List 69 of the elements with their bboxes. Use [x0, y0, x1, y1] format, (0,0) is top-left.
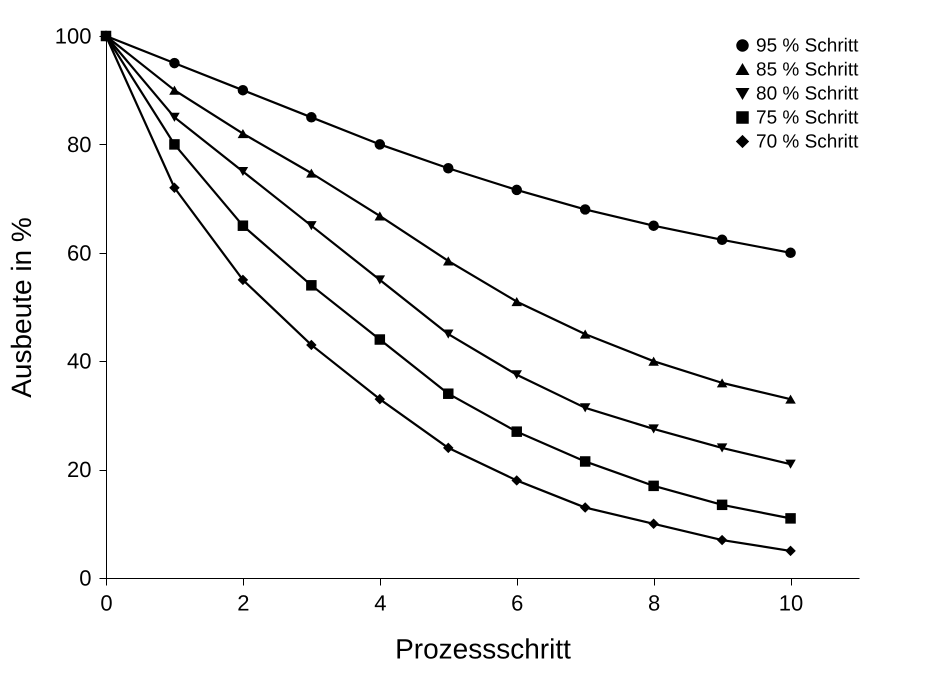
- y-tick-label: 80: [67, 132, 92, 157]
- point: [785, 394, 796, 404]
- point: [648, 220, 659, 231]
- point: [443, 163, 454, 174]
- point: [238, 274, 248, 286]
- point: [306, 112, 317, 123]
- point: [169, 139, 180, 150]
- legend-label: 70 % Schritt: [756, 132, 860, 152]
- point: [169, 86, 180, 95]
- point: [580, 502, 590, 513]
- y-tick-label: 20: [67, 457, 92, 482]
- point: [374, 275, 386, 284]
- point: [238, 84, 248, 96]
- point: [443, 256, 454, 266]
- point: [785, 460, 796, 469]
- point: [716, 534, 728, 546]
- point: [716, 234, 728, 246]
- x-tick-label: 6: [511, 590, 524, 616]
- x-tick-label: 10: [778, 590, 804, 616]
- y-tick-label: 100: [54, 24, 92, 48]
- y-tick-label: 0: [79, 566, 92, 590]
- legend-label: 80 % Schritt: [756, 84, 860, 104]
- point: [169, 182, 180, 194]
- legend-label: 85 % Schritt: [756, 60, 860, 80]
- point: [374, 139, 386, 150]
- point: [306, 340, 317, 350]
- legend-label: 95 % Schritt: [756, 36, 860, 56]
- point: [785, 546, 796, 556]
- y-axis-title: Ausbeute in %: [6, 217, 37, 398]
- point: [443, 442, 454, 454]
- point: [785, 248, 796, 258]
- point: [238, 220, 248, 231]
- point: [374, 211, 386, 220]
- point: [580, 330, 590, 339]
- point: [306, 221, 317, 230]
- point: [648, 424, 659, 434]
- point: [511, 297, 522, 306]
- point: [443, 330, 454, 339]
- point: [580, 403, 590, 412]
- point: [169, 112, 180, 122]
- x-tick-label: 2: [237, 590, 250, 616]
- point: [374, 394, 386, 404]
- point: [511, 184, 522, 196]
- point: [169, 58, 180, 68]
- point: [648, 518, 659, 530]
- point: [374, 334, 386, 345]
- point: [511, 426, 522, 437]
- x-tick-label: 8: [648, 590, 660, 616]
- x-tick-label: 0: [100, 590, 113, 616]
- point: [238, 166, 248, 176]
- point: [785, 513, 796, 524]
- point: [716, 500, 728, 510]
- point: [511, 370, 522, 380]
- point: [580, 456, 590, 467]
- y-tick-label: 40: [67, 348, 92, 374]
- y-tick-label: 60: [67, 240, 92, 266]
- point: [648, 480, 659, 492]
- point: [306, 280, 317, 291]
- x-tick-label: 4: [374, 590, 386, 616]
- point: [716, 378, 728, 388]
- point: [511, 475, 522, 486]
- point: [648, 356, 659, 366]
- point: [443, 388, 454, 399]
- x-axis-title: Prozessschritt: [395, 634, 572, 664]
- legend-label: 75 % Schritt: [756, 108, 860, 128]
- point: [580, 204, 590, 215]
- point: [306, 168, 317, 178]
- point: [716, 443, 728, 452]
- point: [238, 129, 248, 138]
